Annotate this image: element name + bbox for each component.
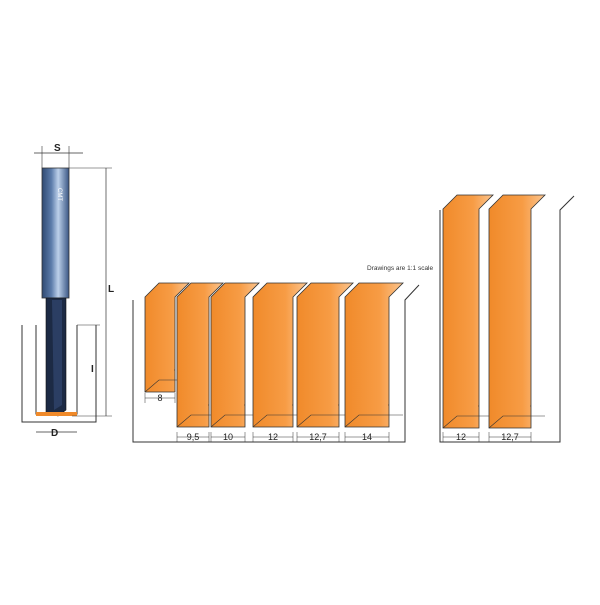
tall-groove-width-label: 12,7	[501, 432, 519, 442]
label-l: L	[108, 284, 114, 295]
short-groove-width-label: 9,5	[187, 432, 200, 442]
scale-note: Drawings are 1:1 scale	[367, 265, 433, 272]
bit-groove-fill	[36, 412, 77, 416]
short-groove-width-label: 12,7	[309, 432, 327, 442]
short-groove-5: 14	[344, 282, 404, 442]
short-groove-width-label: 8	[157, 393, 162, 403]
label-d: D	[51, 428, 58, 439]
label-i: I	[91, 364, 94, 375]
label-s: S	[54, 143, 61, 154]
short-groove-width-label: 10	[223, 432, 233, 442]
bit-shank	[41, 167, 70, 299]
short-groove-3: 12	[252, 282, 308, 442]
router-bit: S CMT L I D	[21, 143, 114, 439]
short-groove-width-label: 12	[268, 432, 278, 442]
shank-brand-text: CMT	[56, 188, 62, 201]
tall-groove-0: 12	[442, 194, 494, 442]
groove-profiles-tall: 12 12,7	[439, 194, 575, 443]
short-groove-width-label: 14	[362, 432, 372, 442]
tall-groove-1: 12,7	[488, 194, 546, 442]
short-groove-0: 8	[144, 282, 190, 403]
short-groove-2: 10	[210, 282, 260, 442]
groove-profiles-short: 8 9,5 10 12 12,7 14	[132, 282, 420, 443]
tall-groove-width-label: 12	[456, 432, 466, 442]
short-groove-4: 12,7	[296, 282, 354, 442]
